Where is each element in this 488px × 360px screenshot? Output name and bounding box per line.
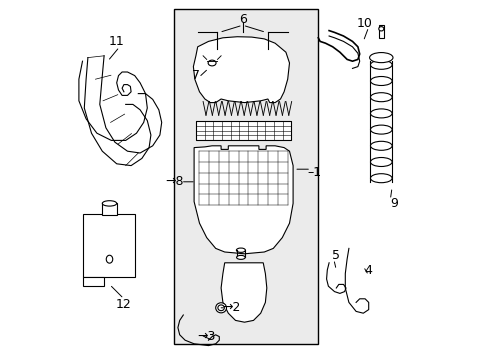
Ellipse shape	[236, 248, 245, 252]
Ellipse shape	[370, 125, 391, 134]
Text: 7: 7	[191, 69, 200, 82]
Ellipse shape	[378, 27, 383, 31]
Ellipse shape	[236, 256, 244, 259]
Ellipse shape	[215, 303, 226, 313]
Bar	[82, 214, 134, 277]
Bar	[102, 203, 117, 215]
Text: 6: 6	[238, 13, 246, 26]
Bar	[174, 9, 318, 344]
Text: 5: 5	[332, 249, 340, 262]
Text: 4: 4	[364, 264, 372, 276]
Text: 11: 11	[109, 35, 124, 48]
Ellipse shape	[370, 60, 391, 69]
Polygon shape	[193, 37, 289, 103]
Text: →3: →3	[197, 330, 215, 343]
Text: →2: →2	[222, 301, 241, 314]
Text: 9: 9	[389, 197, 397, 210]
Text: –1: –1	[307, 166, 321, 179]
Ellipse shape	[106, 255, 113, 263]
Text: 10: 10	[356, 17, 372, 30]
Ellipse shape	[218, 305, 224, 311]
Bar	[378, 25, 384, 38]
Ellipse shape	[369, 53, 392, 63]
Ellipse shape	[208, 60, 216, 66]
Text: →8: →8	[165, 175, 183, 188]
Ellipse shape	[370, 174, 391, 183]
Ellipse shape	[370, 109, 391, 118]
Ellipse shape	[370, 141, 391, 150]
Ellipse shape	[102, 201, 117, 206]
Ellipse shape	[370, 158, 391, 166]
Ellipse shape	[370, 77, 391, 86]
Polygon shape	[221, 263, 266, 322]
Bar	[82, 277, 104, 286]
Ellipse shape	[370, 93, 391, 102]
Polygon shape	[194, 146, 292, 254]
Text: 12: 12	[116, 298, 131, 311]
Bar	[196, 121, 291, 140]
